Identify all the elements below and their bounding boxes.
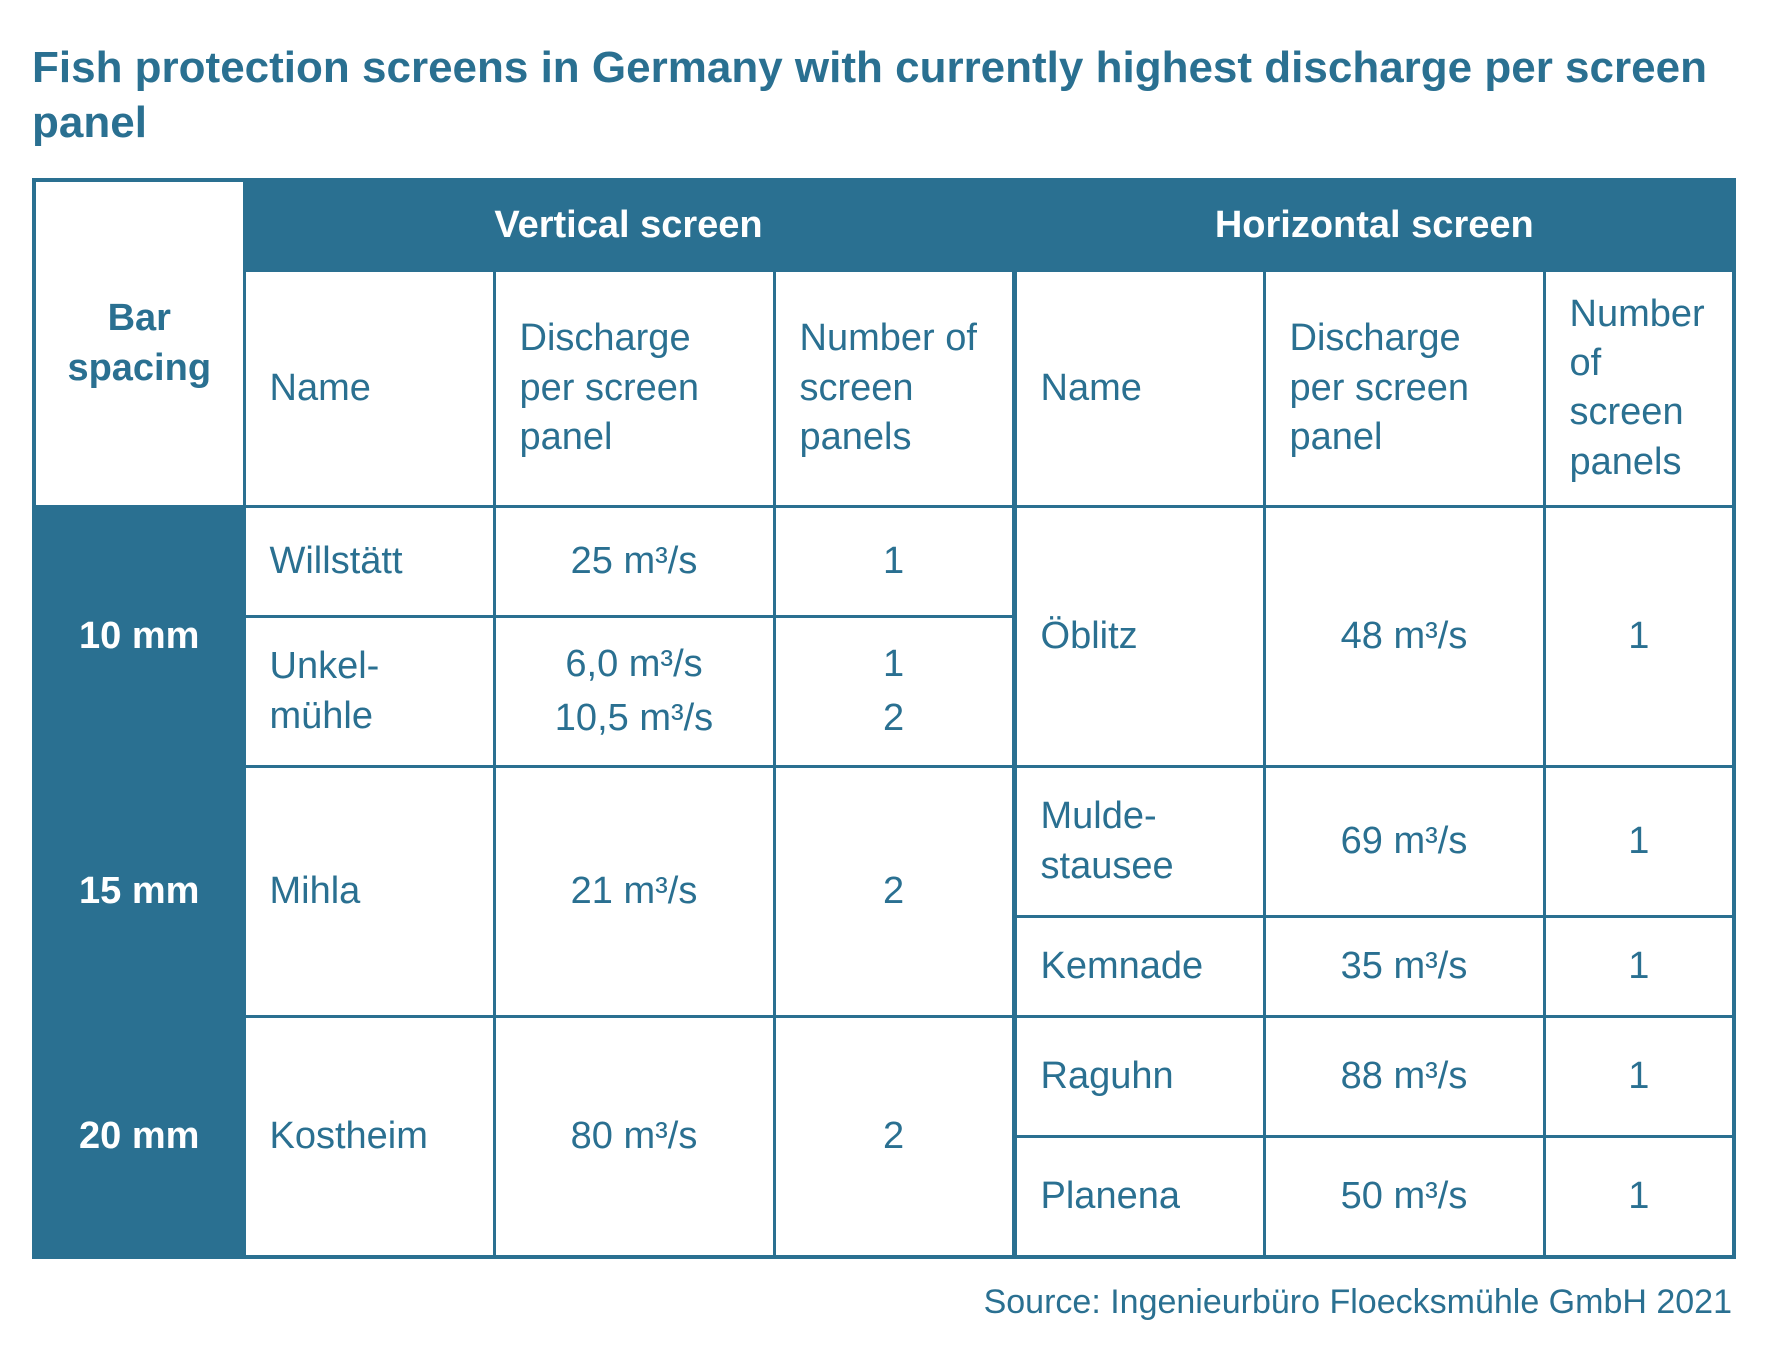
- cell-h-10-name: Öblitz: [1014, 507, 1264, 767]
- table-row: 15 mm Mihla 21 m³/s 2 Mulde-stausee 69 m…: [34, 767, 1734, 917]
- cell-h-20b-num: 1: [1544, 1137, 1734, 1257]
- cell-h-15a-disc: 69 m³/s: [1264, 767, 1544, 917]
- cell-v-15-num: 2: [774, 767, 1014, 1017]
- cell-h-15b-name: Kemnade: [1014, 917, 1264, 1017]
- fish-screens-table: Bar spacing Vertical screen Horizontal s…: [32, 178, 1736, 1259]
- cell-v-10b-num-line2: 2: [883, 694, 904, 743]
- cell-v-20-name: Kostheim: [244, 1017, 494, 1257]
- table-row: 10 mm Willstätt 25 m³/s 1 Öblitz 48 m³/s…: [34, 507, 1734, 617]
- cell-v-10b-disc-line2: 10,5 m³/s: [555, 694, 713, 743]
- corner-bar-spacing: Bar spacing: [34, 180, 244, 507]
- row-hdr-15mm: 15 mm: [34, 767, 244, 1017]
- cell-v-10a-num: 1: [774, 507, 1014, 617]
- cell-v-10b-num: 1 2: [774, 617, 1014, 767]
- cell-h-20b-disc: 50 m³/s: [1264, 1137, 1544, 1257]
- group-vertical: Vertical screen: [244, 180, 1014, 270]
- cell-h-20a-disc: 88 m³/s: [1264, 1017, 1544, 1137]
- cell-v-10b-disc-line1: 6,0 m³/s: [565, 640, 702, 689]
- table-header-row-1: Bar spacing Vertical screen Horizontal s…: [34, 180, 1734, 270]
- cell-v-10b-num-line1: 1: [883, 640, 904, 689]
- cell-h-10-num: 1: [1544, 507, 1734, 767]
- cell-v-10a-disc: 25 m³/s: [494, 507, 774, 617]
- cell-v-15-name: Mihla: [244, 767, 494, 1017]
- group-horizontal: Horizontal screen: [1014, 180, 1734, 270]
- cell-h-20a-num: 1: [1544, 1017, 1734, 1137]
- cell-v-10b-disc: 6,0 m³/s 10,5 m³/s: [494, 617, 774, 767]
- cell-h-15b-disc: 35 m³/s: [1264, 917, 1544, 1017]
- cell-h-15a-num: 1: [1544, 767, 1734, 917]
- cell-h-15b-num: 1: [1544, 917, 1734, 1017]
- page-title: Fish protection screens in Germany with …: [32, 40, 1732, 150]
- subhdr-v-panels: Number of screen panels: [774, 270, 1014, 507]
- cell-h-20b-name: Planena: [1014, 1137, 1264, 1257]
- subhdr-h-panels: Number of screen panels: [1544, 270, 1734, 507]
- page: Fish protection screens in Germany with …: [0, 0, 1772, 1346]
- cell-v-20-disc: 80 m³/s: [494, 1017, 774, 1257]
- cell-v-10b-name: Unkel-mühle: [244, 617, 494, 767]
- subhdr-v-name: Name: [244, 270, 494, 507]
- cell-h-20a-name: Raguhn: [1014, 1017, 1264, 1137]
- cell-v-10a-name: Willstätt: [244, 507, 494, 617]
- source-line: Source: Ingenieurbüro Floecksmühle GmbH …: [32, 1283, 1732, 1322]
- row-hdr-20mm: 20 mm: [34, 1017, 244, 1257]
- cell-h-15a-name: Mulde-stausee: [1014, 767, 1264, 917]
- cell-v-15-disc: 21 m³/s: [494, 767, 774, 1017]
- cell-v-20-num: 2: [774, 1017, 1014, 1257]
- cell-h-10-disc: 48 m³/s: [1264, 507, 1544, 767]
- subhdr-v-discharge: Discharge per screen panel: [494, 270, 774, 507]
- table-header-row-2: Name Discharge per screen panel Number o…: [34, 270, 1734, 507]
- row-hdr-10mm: 10 mm: [34, 507, 244, 767]
- table-row: 20 mm Kostheim 80 m³/s 2 Raguhn 88 m³/s …: [34, 1017, 1734, 1137]
- subhdr-h-name: Name: [1014, 270, 1264, 507]
- subhdr-h-discharge: Discharge per screen panel: [1264, 270, 1544, 507]
